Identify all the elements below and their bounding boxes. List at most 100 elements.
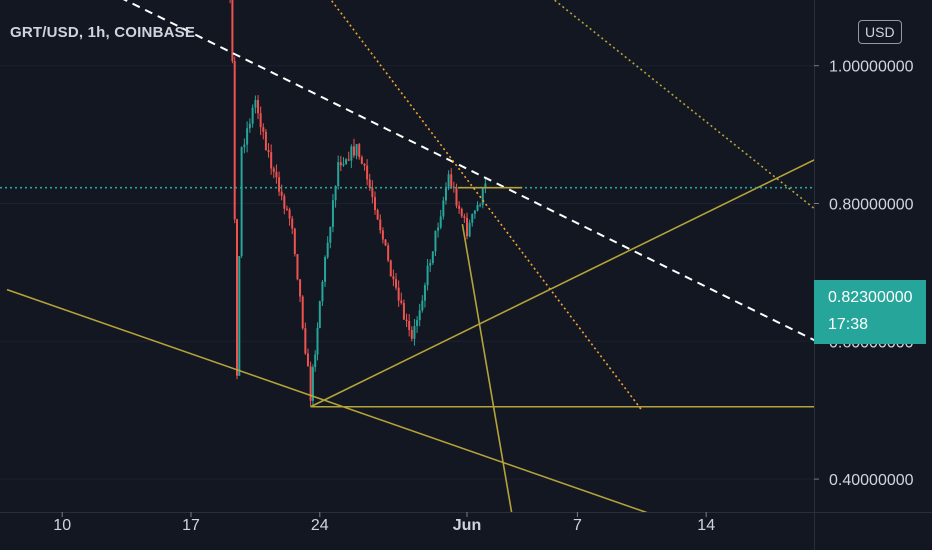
candle-body <box>463 216 466 218</box>
candle-body <box>366 165 369 180</box>
candle-body <box>293 228 296 255</box>
candle-body <box>437 227 440 231</box>
candle-body <box>272 168 275 172</box>
currency-button[interactable]: USD <box>858 20 902 44</box>
candle-body <box>442 200 445 217</box>
candle-body <box>291 218 294 229</box>
candle-body <box>476 204 479 211</box>
candle-body <box>400 300 403 303</box>
candle-body <box>376 209 379 220</box>
candle-body <box>387 245 390 261</box>
candle-body <box>278 177 281 192</box>
candle-body <box>484 183 487 189</box>
candle-body <box>267 150 270 153</box>
candle-body <box>251 107 254 124</box>
drawing-trendline-8[interactable] <box>461 224 513 520</box>
candle-body <box>304 328 307 354</box>
bar-countdown: 17:38 <box>828 316 869 333</box>
candle-body <box>347 159 350 161</box>
candle-body <box>431 251 434 264</box>
candle-body <box>285 208 288 210</box>
time-axis[interactable]: 10 17 24 Jun 7 14 <box>53 512 715 534</box>
candle-body <box>311 367 314 401</box>
candle-body <box>381 230 384 240</box>
symbol-title: GRT/USD, 1h, COINBASE <box>10 24 196 41</box>
x-tick-label: 7 <box>573 517 582 534</box>
candle-body <box>439 216 442 228</box>
drawing-trendline-2[interactable] <box>44 0 817 210</box>
candle-body <box>309 366 312 401</box>
candle-body <box>423 285 426 301</box>
candle-body <box>246 128 249 145</box>
candle-body <box>350 146 353 161</box>
candle-body <box>240 147 243 257</box>
candles <box>229 0 487 407</box>
candle-body <box>444 188 447 201</box>
candle-body <box>426 265 429 286</box>
candle-body <box>460 208 463 217</box>
grid <box>0 65 814 480</box>
last-price-value: 0.82300000 <box>828 289 913 306</box>
candle-body <box>358 144 361 158</box>
x-tick-label: 14 <box>697 517 715 534</box>
x-tick-label: 10 <box>53 517 71 534</box>
candle-body <box>275 171 278 178</box>
candle-body <box>329 226 332 243</box>
candle-body <box>479 204 482 206</box>
candle-body <box>466 217 468 237</box>
candle-body <box>458 205 461 209</box>
candle-body <box>314 354 317 368</box>
candle-body <box>447 174 450 189</box>
candle-body <box>418 310 421 321</box>
candle-body <box>345 159 348 164</box>
candle-body <box>318 301 321 328</box>
candle-body <box>280 191 283 196</box>
candle-body <box>421 300 424 311</box>
candle-body <box>389 260 392 277</box>
candle-body <box>452 186 455 189</box>
candle-body <box>410 329 413 339</box>
price-axis[interactable]: 0.400000000.600000000.800000001.00000000… <box>814 0 914 489</box>
candle-body <box>248 123 251 129</box>
drawing-trendline-7[interactable] <box>6 288 669 521</box>
candle-body <box>368 179 371 188</box>
candle-body <box>296 254 299 280</box>
candle-body <box>321 281 324 302</box>
candle-body <box>429 263 432 266</box>
candle-body <box>238 256 241 376</box>
drawing-trendline-1[interactable] <box>21 0 643 411</box>
candle-body <box>337 162 340 187</box>
candle-body <box>236 219 238 376</box>
candle-body <box>392 276 395 280</box>
candle-body <box>259 113 262 128</box>
candle-body <box>326 242 329 258</box>
candle-body <box>306 353 309 367</box>
candle-body <box>363 163 366 166</box>
candle-body <box>231 0 234 62</box>
candle-body <box>471 213 474 223</box>
candle-body <box>473 210 476 214</box>
candle-body <box>257 100 260 114</box>
candle-body <box>450 174 453 187</box>
candle-body <box>334 186 337 201</box>
x-tick-label: 17 <box>182 517 200 534</box>
candle-body <box>339 162 342 166</box>
candle-body <box>413 326 416 339</box>
candle-body <box>270 152 273 169</box>
candle-body <box>352 146 355 156</box>
candle-body <box>374 197 376 210</box>
candle-body <box>395 279 398 288</box>
candle-body <box>262 127 265 132</box>
drawings <box>0 0 817 521</box>
y-tick-label: 0.80000000 <box>829 197 914 214</box>
candle-body <box>324 257 327 282</box>
y-tick-label: 1.00000000 <box>829 59 914 76</box>
candle-body <box>416 320 419 327</box>
candle-body <box>360 157 363 164</box>
x-tick-label: Jun <box>453 517 481 534</box>
drawing-trendline-0[interactable] <box>7 0 817 342</box>
drawing-trendline-5[interactable] <box>310 159 817 408</box>
candle-body <box>405 319 408 321</box>
